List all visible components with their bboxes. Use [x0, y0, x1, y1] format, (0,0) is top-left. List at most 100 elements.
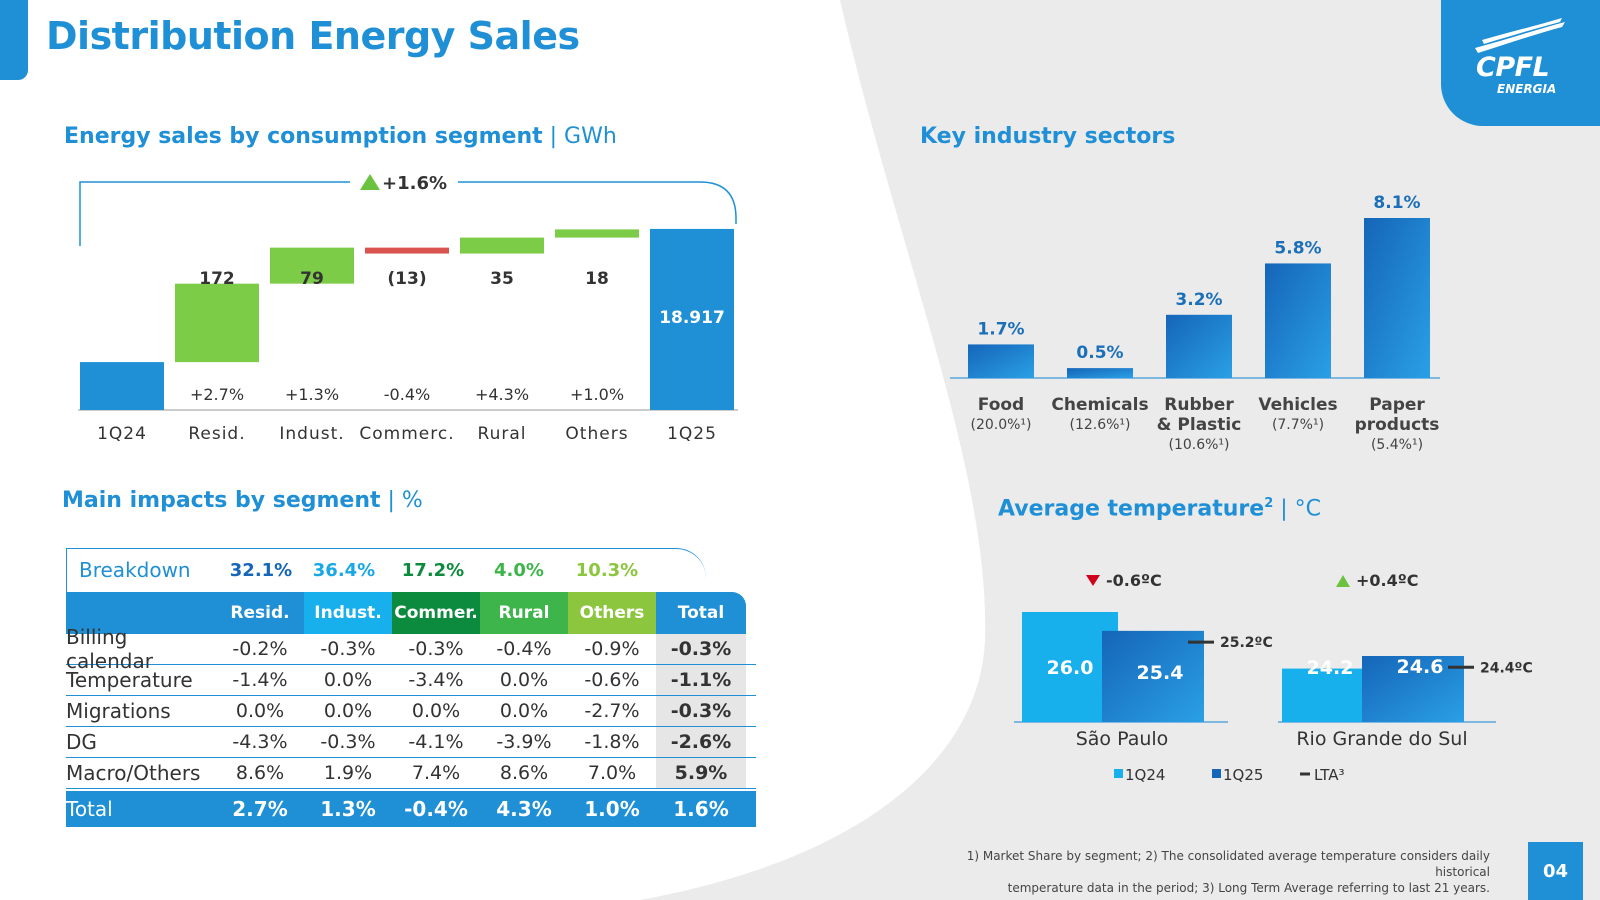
impact-row-label: Temperature — [66, 668, 216, 692]
sector-name-label: Food — [978, 395, 1024, 415]
temperature-title: Average temperature — [998, 496, 1264, 521]
temp-value-1q24: 24.2 — [1307, 657, 1354, 679]
temperature-section-title: Average temperature2 | °C — [998, 496, 1321, 521]
impact-row-total: 5.9% — [656, 758, 746, 788]
waterfall-pct-label: -0.4% — [384, 385, 430, 404]
impacts-table: Breakdown 32.1% 36.4% 17.2% 4.0% 10.3% R… — [66, 548, 756, 827]
waterfall-step-bar — [460, 238, 544, 254]
waterfall-section-title: Energy sales by consumption segment | GW… — [64, 124, 617, 149]
impact-cell: 0.0% — [480, 700, 568, 722]
total-row: Total 2.7% 1.3% -0.4% 4.3% 1.0% 1.6% — [66, 791, 756, 827]
waterfall-title: Energy sales by consumption segment — [64, 124, 543, 149]
waterfall-total-bar — [80, 362, 164, 410]
total-row-value: 1.0% — [568, 797, 656, 821]
total-row-value: 1.3% — [304, 797, 392, 821]
waterfall-chart: +1.6% 18.625 1Q24 172 +2.7% Resid. 79 +1.3% Indu… — [60, 168, 800, 468]
waterfall-category-label: Commerc. — [359, 424, 454, 444]
breakdown-value: 36.4% — [300, 560, 388, 581]
waterfall-total-change: +1.6% — [382, 173, 447, 194]
impact-cell: 0.0% — [216, 700, 304, 722]
sector-bar — [1364, 218, 1430, 378]
total-row-value: 2.7% — [216, 797, 304, 821]
waterfall-delta-label: 172 — [199, 269, 235, 289]
header-cell: Others — [568, 592, 656, 634]
sector-name-label: products — [1355, 415, 1440, 435]
impact-row: Migrations 0.0% 0.0% 0.0% 0.0% -2.7% -0.3% — [66, 696, 756, 727]
sector-value-label: 5.8% — [1274, 238, 1321, 258]
temperature-title-sup: 2 — [1264, 496, 1273, 511]
waterfall-category-label: Resid. — [188, 424, 245, 444]
impact-cell: -4.1% — [392, 731, 480, 753]
waterfall-pct-label: +1.3% — [285, 385, 339, 404]
down-triangle-icon — [1086, 575, 1100, 586]
sector-share-label: (10.6%¹) — [1168, 437, 1229, 453]
sector-value-label: 0.5% — [1076, 343, 1123, 363]
sector-share-label: (20.0%¹) — [970, 417, 1031, 433]
header-cell: Total — [656, 592, 746, 634]
sector-bar — [1166, 315, 1232, 378]
sector-name-label: Paper — [1369, 395, 1425, 415]
legend-label-lta: LTA³ — [1314, 766, 1345, 784]
impact-cell: -0.3% — [392, 638, 480, 660]
breakdown-label: Breakdown — [79, 558, 191, 582]
impacts-unit: | % — [381, 488, 423, 513]
temperature-unit: | °C — [1273, 496, 1321, 521]
impact-row-total: -0.3% — [656, 696, 746, 726]
impact-row-total: -0.3% — [656, 634, 746, 664]
footnote: 1) Market Share by segment; 2) The conso… — [920, 848, 1490, 896]
impact-cell: -0.4% — [480, 638, 568, 660]
breakdown-value: 4.0% — [475, 560, 563, 581]
temp-value-1q25: 24.6 — [1397, 656, 1444, 678]
impact-cell: 7.4% — [392, 762, 480, 784]
impact-row-label: Macro/Others — [66, 761, 216, 785]
temp-value-1q25: 25.4 — [1137, 662, 1184, 684]
impact-cell: -4.3% — [216, 731, 304, 753]
waterfall-unit: | GWh — [543, 124, 617, 149]
impact-row-total: -2.6% — [656, 727, 746, 757]
waterfall-delta-label: 79 — [300, 269, 324, 289]
sectors-chart: 1.7% Food (20.0%¹) 0.5% Chemicals (12.6%¹) 3.2… — [950, 190, 1460, 470]
impact-cell: 0.0% — [304, 700, 392, 722]
waterfall-category-label: 1Q24 — [97, 424, 147, 444]
legend-label-1q25: 1Q25 — [1223, 766, 1263, 784]
header-cell: Indust. — [304, 592, 392, 634]
sector-name-label: Chemicals — [1051, 395, 1148, 415]
waterfall-pct-label: +2.7% — [190, 385, 244, 404]
header-cell: Rural — [480, 592, 568, 634]
up-triangle-icon — [360, 174, 380, 190]
up-triangle-icon — [1336, 575, 1350, 587]
temp-delta-label: -0.6ºC — [1106, 571, 1162, 590]
impact-cell: -1.4% — [216, 669, 304, 691]
impact-cell: 0.0% — [304, 669, 392, 691]
sectors-section-title: Key industry sectors — [920, 124, 1175, 149]
waterfall-category-label: Others — [565, 424, 628, 444]
breakdown-value: 10.3% — [563, 560, 651, 581]
page-number: 04 — [1528, 842, 1583, 900]
waterfall-category-label: Rural — [478, 424, 527, 444]
legend-swatch-1q24 — [1114, 769, 1123, 778]
impact-cell: -0.6% — [568, 669, 656, 691]
impact-cell: -0.2% — [216, 638, 304, 660]
logo-name: CPFL — [1476, 52, 1549, 83]
waterfall-category-label: 1Q25 — [667, 424, 717, 444]
impact-cell: 0.0% — [480, 669, 568, 691]
logo-sub: ENERGIA — [1497, 82, 1556, 96]
waterfall-step-bar — [555, 229, 639, 237]
lta-label: 24.4ºC — [1480, 660, 1533, 676]
footnote-line: 1) Market Share by segment; 2) The conso… — [920, 848, 1490, 880]
impact-row: DG -4.3% -0.3% -4.1% -3.9% -1.8% -2.6% — [66, 727, 756, 758]
header-cell: Resid. — [216, 592, 304, 634]
impact-cell: -0.3% — [304, 638, 392, 660]
sector-name-label: & Plastic — [1157, 415, 1242, 435]
legend-swatch-1q25 — [1212, 769, 1221, 778]
temperature-chart: 26.0 25.4 25.2ºC São Paulo -0.6ºC 24.2 24.6 24.… — [1010, 575, 1570, 805]
breakdown-value: 17.2% — [389, 560, 477, 581]
waterfall-delta-label: 35 — [490, 269, 514, 289]
impacts-section-title: Main impacts by segment | % — [62, 488, 423, 513]
impact-cell: 7.0% — [568, 762, 656, 784]
impact-cell: -1.8% — [568, 731, 656, 753]
impact-cell: 1.9% — [304, 762, 392, 784]
impact-cell: 8.6% — [480, 762, 568, 784]
impact-row-label: Migrations — [66, 699, 216, 723]
impact-row-total: -1.1% — [656, 665, 746, 695]
